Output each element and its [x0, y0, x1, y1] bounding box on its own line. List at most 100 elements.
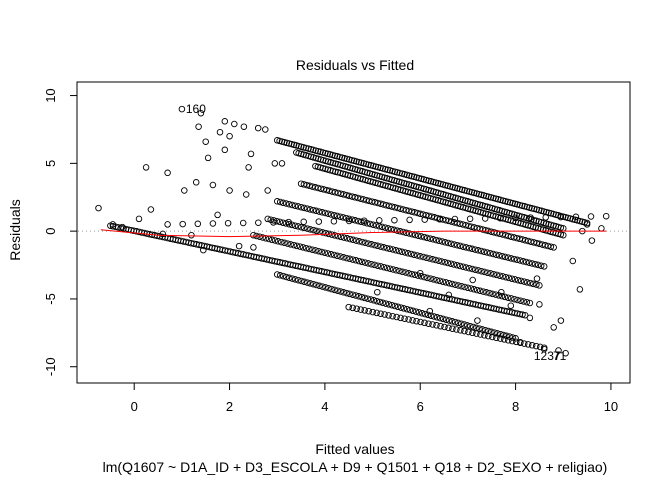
data-point: [458, 186, 466, 193]
data-point: [221, 118, 229, 125]
data-point: [492, 251, 500, 258]
data-point: [373, 309, 380, 317]
data-point: [364, 295, 371, 302]
data-point: [408, 172, 415, 180]
data-point: [490, 194, 497, 202]
data-point: [412, 308, 420, 315]
data-point: [486, 249, 494, 257]
data-point: [484, 269, 491, 276]
data-point: [462, 264, 470, 271]
data-point: [564, 214, 572, 222]
data-point: [442, 316, 450, 323]
data-point: [426, 255, 433, 262]
data-point: [501, 336, 508, 343]
data-point: [532, 342, 540, 350]
data-point: [520, 278, 528, 285]
data-point: [523, 279, 531, 286]
data-point: [483, 289, 490, 296]
data-point: [401, 315, 408, 322]
data-point: [303, 205, 311, 212]
data-point: [397, 314, 404, 322]
data-point: [288, 221, 296, 229]
data-point: [526, 299, 534, 307]
data-point: [285, 200, 293, 208]
data-point: [417, 233, 425, 240]
data-point: [518, 202, 526, 209]
data-point: [475, 267, 482, 274]
data-point: [192, 179, 200, 186]
data-point: [425, 177, 432, 184]
data-point: [358, 258, 366, 266]
data-point: [349, 291, 356, 298]
data-point: [306, 182, 313, 190]
data-point: [299, 244, 307, 251]
data-point: [448, 318, 456, 325]
data-point: [323, 186, 330, 194]
data-point: [430, 313, 438, 320]
data-point: [289, 275, 296, 282]
data-point: [587, 213, 595, 220]
data-point: [465, 328, 472, 336]
data-point: [461, 327, 468, 335]
data-point: [378, 223, 386, 231]
data-point: [453, 261, 461, 269]
data-point: [315, 218, 323, 225]
data-point: [536, 240, 543, 248]
data-point: [552, 211, 560, 218]
data-point: [559, 213, 567, 220]
data-point: [436, 314, 444, 322]
data-point: [405, 230, 413, 237]
data-point: [356, 238, 363, 245]
data-point: [250, 244, 257, 251]
data-point: [557, 317, 565, 324]
data-point: [456, 242, 464, 250]
data-point: [385, 301, 393, 308]
data-point: [365, 307, 372, 315]
data-point: [489, 333, 496, 341]
data-point: [500, 331, 507, 339]
data-point: [179, 220, 186, 228]
data-point: [489, 290, 496, 298]
data-point: [492, 291, 499, 298]
data-point: [204, 154, 212, 162]
data-point: [406, 216, 413, 224]
data-point: [381, 224, 389, 231]
x-tick-label: 2: [226, 399, 233, 414]
data-point: [336, 213, 344, 220]
data-point: [273, 217, 281, 225]
data-point: [499, 273, 507, 280]
data-point: [394, 204, 401, 212]
data-point: [447, 240, 455, 247]
data-point: [477, 331, 484, 338]
data-point: [376, 298, 384, 306]
data-point: [307, 146, 315, 153]
data-point: [375, 222, 383, 230]
smoother-path: [100, 229, 607, 238]
data-point: [313, 227, 320, 235]
data-point: [442, 181, 449, 189]
data-point: [164, 169, 171, 177]
data-point: [466, 215, 474, 223]
data-point: [389, 246, 397, 253]
data-point: [383, 244, 391, 252]
data-point: [340, 234, 348, 241]
data-point: [267, 216, 274, 223]
data-point: [343, 235, 351, 242]
data-point: [331, 152, 339, 159]
data-point: [392, 247, 400, 254]
data-point: [369, 221, 377, 228]
data-point: [560, 231, 567, 239]
data-point: [437, 322, 444, 330]
data-point: [502, 273, 510, 281]
data-point: [292, 276, 299, 283]
data-point: [377, 164, 384, 172]
data-point: [522, 258, 530, 266]
data-point: [342, 214, 350, 222]
data-point: [373, 297, 381, 305]
data-point: [372, 163, 379, 170]
data-point: [459, 263, 467, 270]
data-point: [448, 218, 455, 225]
data-point: [514, 276, 522, 284]
data-point: [468, 245, 476, 253]
